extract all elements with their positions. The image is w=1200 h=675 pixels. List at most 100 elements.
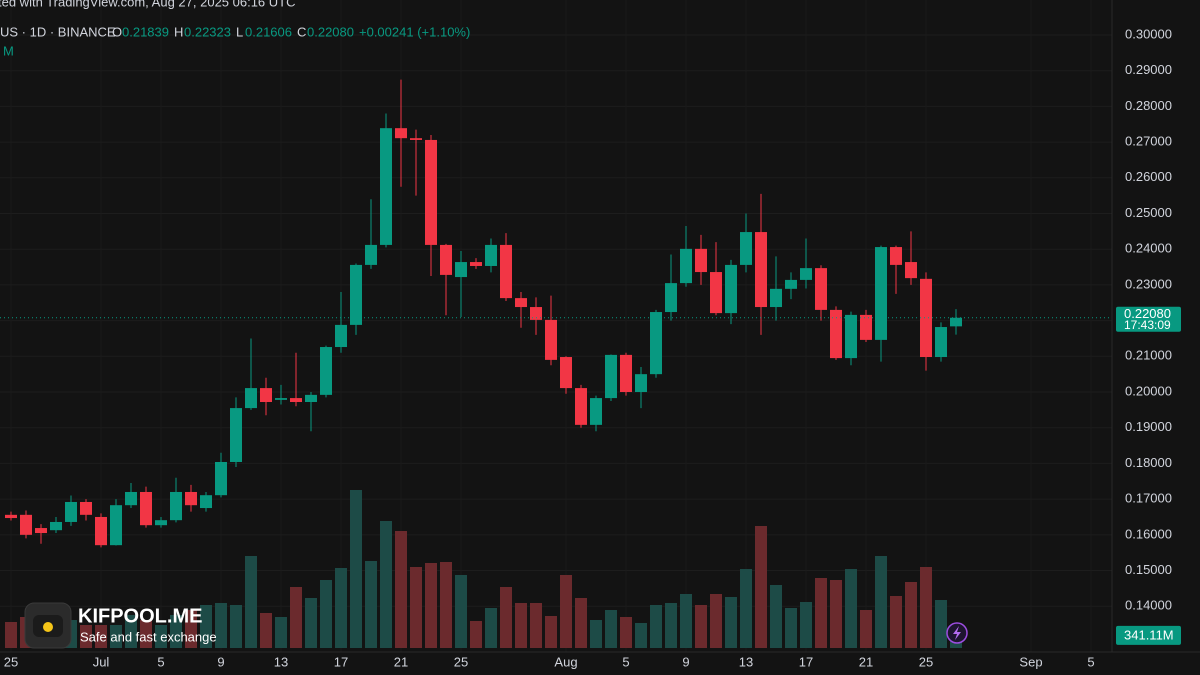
candle-body: [665, 283, 677, 313]
candle-body: [560, 357, 572, 389]
candle-body: [365, 244, 377, 265]
y-tick-label: 0.30000: [1125, 26, 1172, 41]
candle-body: [620, 354, 632, 393]
volume-bar: [560, 575, 572, 648]
x-tick-label: 9: [217, 654, 224, 669]
candle-body: [815, 268, 827, 310]
x-tick-label: 5: [157, 654, 164, 669]
candle-body: [110, 505, 122, 546]
volume-bar: [920, 567, 932, 648]
y-tick-label: 0.25000: [1125, 205, 1172, 220]
x-tick-label: 21: [859, 654, 873, 669]
x-tick-label: 25: [454, 654, 468, 669]
candle-body: [605, 354, 617, 399]
volume-bar: [845, 569, 857, 648]
candle-body: [95, 516, 107, 546]
y-tick-label: 0.27000: [1125, 134, 1172, 149]
y-tick-label: 0.16000: [1125, 526, 1172, 541]
last-volume-label: 341.11M: [1124, 627, 1174, 642]
y-tick-label: 0.21000: [1125, 348, 1172, 363]
x-tick-label: 25: [919, 654, 933, 669]
volume-bar: [575, 598, 587, 648]
candle-body: [500, 244, 512, 299]
volume-bar: [860, 610, 872, 648]
candle-body: [635, 374, 647, 393]
volume-bar: [740, 569, 752, 648]
ohlc-key: O: [112, 24, 122, 39]
volume-bar: [785, 608, 797, 648]
volume-bar: [530, 603, 542, 648]
volume-bar: [320, 580, 332, 648]
candle-body: [575, 388, 587, 425]
candle-body: [35, 528, 47, 534]
volume-bar: [365, 561, 377, 648]
candle-body: [455, 262, 467, 278]
change: +0.00241 (+1.10%): [359, 24, 470, 39]
volume-bar: [110, 625, 122, 648]
candle-body: [425, 139, 437, 245]
candle-body: [545, 319, 557, 360]
volume-bar: [125, 615, 137, 648]
volume-bar: [230, 605, 242, 648]
volume-bar: [140, 620, 152, 648]
volume-bar: [770, 585, 782, 648]
y-tick-label: 0.28000: [1125, 98, 1172, 113]
candle-body: [380, 128, 392, 245]
candle-body: [785, 279, 797, 289]
volume-bar: [905, 582, 917, 648]
volume-bar: [290, 587, 302, 648]
watermark-dot: [43, 622, 53, 632]
volume-bar: [470, 621, 482, 648]
candle-body: [410, 138, 422, 140]
volume-bar: [245, 556, 257, 648]
volume-bar: [200, 605, 212, 648]
volume-bar: [665, 603, 677, 648]
x-tick-label: 17: [799, 654, 813, 669]
volume-bar: [485, 608, 497, 648]
x-tick-label: 5: [622, 654, 629, 669]
alert-icon[interactable]: [946, 622, 968, 644]
volume-bar: [620, 617, 632, 648]
volume-bar: [875, 556, 887, 648]
watermark-subtitle: Safe and fast exchange: [80, 629, 217, 644]
ohlc-value: 0.22323: [184, 24, 231, 39]
countdown: 17:43:09: [1124, 318, 1171, 332]
volume-bar: [350, 490, 362, 648]
watermark: KIFPOOL.ME Safe and fast exchange: [24, 602, 217, 649]
ohlc-value: 0.21839: [122, 24, 169, 39]
candle-body: [680, 248, 692, 284]
volume-bar: [515, 603, 527, 648]
volume-bar: [95, 625, 107, 648]
x-tick-label: Aug: [554, 654, 577, 669]
candle-body: [275, 398, 287, 400]
y-tick-label: 0.24000: [1125, 241, 1172, 256]
candle-body: [935, 327, 947, 358]
volume-bar: [755, 526, 767, 648]
candle-body: [350, 264, 362, 325]
x-tick-label: Jul: [93, 654, 110, 669]
volume-bar: [410, 567, 422, 648]
candle-body: [770, 288, 782, 308]
candle-body: [65, 501, 77, 522]
candle-body: [470, 262, 482, 266]
y-tick-label: 0.29000: [1125, 62, 1172, 77]
volume-bar: [80, 625, 92, 648]
candle-body: [905, 262, 917, 279]
volume-bar: [680, 594, 692, 648]
x-tick-label: 21: [394, 654, 408, 669]
candle-body: [200, 495, 212, 509]
volume-bar: [590, 620, 602, 648]
candle-body: [260, 388, 272, 403]
candle-body: [290, 398, 302, 403]
candle-body: [440, 244, 452, 275]
y-tick-label: 0.20000: [1125, 383, 1172, 398]
candle-body: [950, 317, 962, 327]
last-price-label: 0.22080: [1124, 306, 1171, 321]
volume-bar: [800, 602, 812, 648]
volume-bar: [650, 605, 662, 648]
candle-body: [20, 514, 32, 535]
candle-body: [395, 128, 407, 139]
